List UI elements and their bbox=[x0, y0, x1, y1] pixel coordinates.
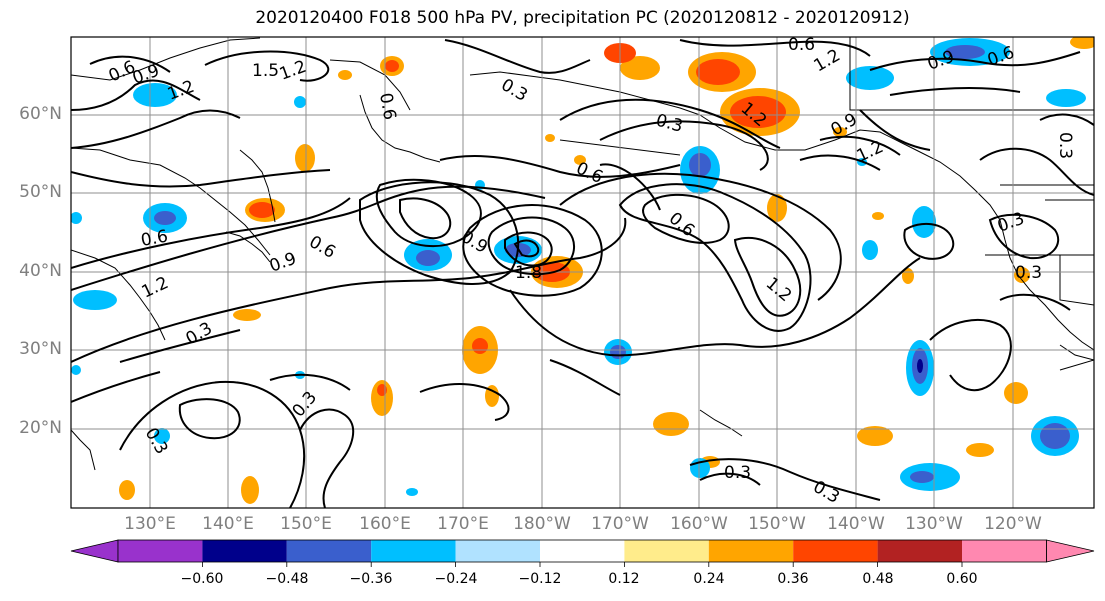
colorbar-segment bbox=[962, 540, 1047, 562]
lon-label: 120°W bbox=[984, 514, 1042, 534]
contour-label: 1.5 bbox=[252, 61, 279, 81]
colorbar-segment bbox=[877, 540, 962, 562]
colorbar-segment bbox=[202, 540, 287, 562]
lat-label: 50°N bbox=[19, 182, 62, 202]
colorbar-segment bbox=[624, 540, 709, 562]
pv-contours bbox=[71, 39, 1094, 508]
lat-label: 60°N bbox=[19, 104, 62, 124]
colorbar-segment bbox=[455, 540, 540, 562]
map-frame bbox=[70, 36, 1095, 509]
lon-label: 140°W bbox=[827, 514, 885, 534]
contour-label: 0.3 bbox=[1055, 132, 1075, 159]
colorbar-tick-label: −0.36 bbox=[349, 571, 393, 587]
colorbar-tick-label: −0.12 bbox=[518, 571, 562, 587]
colorbar-segment bbox=[708, 540, 794, 562]
colorbar-segment bbox=[286, 540, 372, 562]
colorbar-tick-label: 0.12 bbox=[608, 571, 640, 587]
lat-label: 40°N bbox=[19, 261, 62, 281]
contour-label: 0.6 bbox=[375, 91, 399, 121]
lon-label: 170°W bbox=[591, 514, 649, 534]
colorbar-segment bbox=[371, 540, 456, 562]
lat-label: 20°N bbox=[19, 418, 62, 438]
colorbar-tick-label: −0.60 bbox=[180, 571, 224, 587]
colorbar-min-triangle bbox=[70, 539, 119, 563]
colorbar-tick-label: 0.60 bbox=[946, 571, 978, 587]
lat-label: 30°N bbox=[19, 339, 62, 359]
lon-label: 160°E bbox=[359, 514, 411, 534]
colorbar bbox=[70, 539, 1095, 567]
lon-label: 170°E bbox=[437, 514, 489, 534]
colorbar-max-triangle bbox=[1046, 539, 1095, 563]
lon-label: 140°E bbox=[202, 514, 254, 534]
map-title: 2020120400 F018 500 hPa PV, precipitatio… bbox=[255, 8, 910, 28]
lon-label: 130°E bbox=[124, 514, 176, 534]
colorbar-tick-label: 0.36 bbox=[777, 571, 809, 587]
contour-label: 1.8 bbox=[515, 263, 542, 283]
colorbar-tick-label: 0.24 bbox=[693, 571, 725, 587]
colorbar-segment bbox=[118, 540, 203, 562]
lon-label: 180°W bbox=[513, 514, 571, 534]
contour-label: 0.3 bbox=[724, 463, 751, 483]
contour-label: 0.3 bbox=[1015, 263, 1042, 283]
colorbar-segment bbox=[540, 540, 625, 562]
lon-label: 150°W bbox=[748, 514, 806, 534]
lon-label: 130°W bbox=[905, 514, 963, 534]
lon-label: 160°W bbox=[670, 514, 728, 534]
colorbar-tick-label: 0.48 bbox=[862, 571, 894, 587]
lon-label: 150°E bbox=[280, 514, 332, 534]
contour-label: 0.6 bbox=[139, 227, 169, 251]
colorbar-tick-label: −0.24 bbox=[434, 571, 478, 587]
contour-label: 0.6 bbox=[788, 35, 815, 55]
colorbar-segment bbox=[793, 540, 878, 562]
colorbar-tick-label: −0.48 bbox=[265, 571, 309, 587]
